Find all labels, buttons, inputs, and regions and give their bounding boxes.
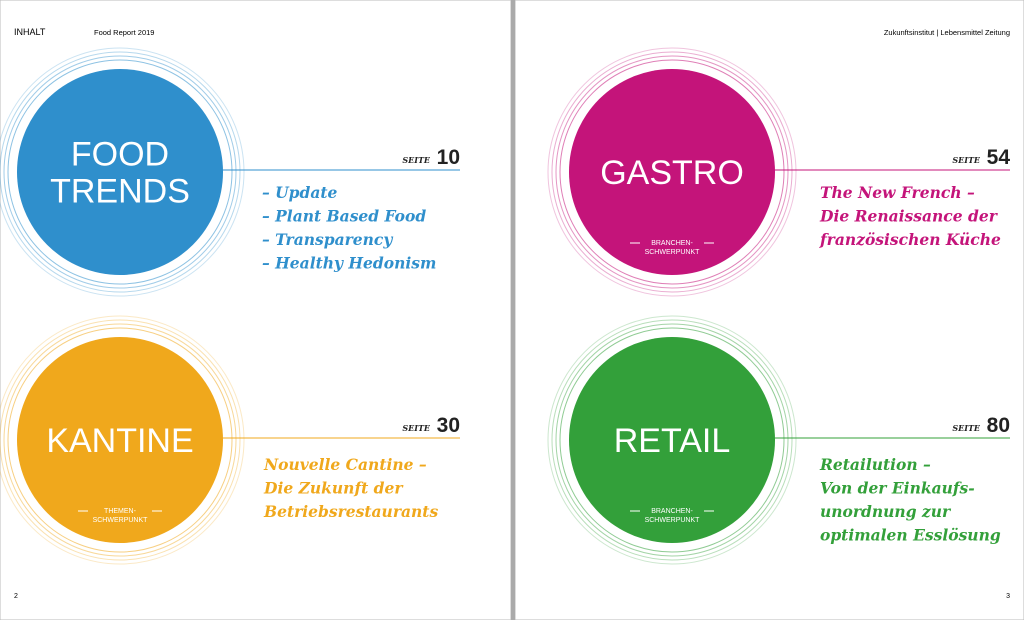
page-number: 3 bbox=[1006, 593, 1010, 600]
tag-line: BRANCHEN- bbox=[651, 508, 693, 515]
tag-line: SCHWERPUNKT bbox=[645, 517, 701, 524]
ring bbox=[0, 47, 245, 297]
header-label: INHALT bbox=[14, 27, 46, 37]
ring bbox=[551, 319, 793, 561]
ring bbox=[547, 315, 797, 565]
ring bbox=[551, 51, 793, 293]
section-title: KANTINE bbox=[46, 422, 193, 460]
header-title: Zukunftsinstitut | Lebensmittel Zeitung bbox=[884, 28, 1010, 37]
section-item: Retailution – bbox=[819, 455, 931, 474]
section-title: TRENDS bbox=[50, 173, 190, 211]
section-title: RETAIL bbox=[614, 422, 731, 460]
tag-line: BRANCHEN- bbox=[651, 240, 693, 247]
page-label: SEITE bbox=[952, 423, 981, 433]
ring bbox=[555, 55, 789, 289]
ring bbox=[3, 323, 237, 557]
section-item: – Update bbox=[262, 183, 338, 202]
ring bbox=[555, 323, 789, 557]
page-number: 2 bbox=[14, 593, 18, 600]
page-label: SEITE bbox=[402, 423, 431, 433]
ring bbox=[0, 51, 241, 293]
section-item: – Plant Based Food bbox=[262, 207, 426, 226]
ring bbox=[7, 327, 233, 553]
section-item: Nouvelle Cantine – bbox=[263, 455, 427, 474]
section-item: Die Renaissance der bbox=[819, 207, 999, 226]
page-reference: 30 bbox=[437, 414, 460, 437]
ring bbox=[0, 319, 241, 561]
section-item: optimalen Esslösung bbox=[820, 526, 1001, 545]
section-item: – Transparency bbox=[262, 230, 393, 249]
section-item: The New French – bbox=[820, 183, 975, 202]
ring bbox=[0, 315, 245, 565]
section-title: GASTRO bbox=[600, 154, 744, 192]
section-item: französischen Küche bbox=[819, 230, 1001, 249]
page-reference: 10 bbox=[437, 146, 460, 169]
ring bbox=[559, 327, 785, 553]
ring bbox=[7, 59, 233, 285]
tag-line: SCHWERPUNKT bbox=[93, 517, 149, 524]
section-circle bbox=[17, 337, 223, 543]
section-item: Betriebsrestaurants bbox=[263, 502, 438, 521]
section-title: FOOD bbox=[71, 136, 169, 174]
section-item: Von der Einkaufs- bbox=[820, 479, 975, 498]
section-item: unordnung zur bbox=[820, 502, 952, 521]
tag-line: SCHWERPUNKT bbox=[645, 249, 701, 256]
page-label: SEITE bbox=[402, 155, 431, 165]
tag-line: THEMEN- bbox=[104, 508, 137, 515]
ring bbox=[559, 59, 785, 285]
section-circle bbox=[569, 69, 775, 275]
section-circle bbox=[17, 69, 223, 275]
page-label: SEITE bbox=[952, 155, 981, 165]
section-item: Die Zukunft der bbox=[263, 479, 404, 498]
section-circle bbox=[569, 337, 775, 543]
page-reference: 54 bbox=[987, 146, 1011, 169]
ring bbox=[547, 47, 797, 297]
page-reference: 80 bbox=[987, 414, 1010, 437]
section-item: – Healthy Hedonism bbox=[262, 254, 436, 273]
ring bbox=[3, 55, 237, 289]
gutter bbox=[511, 0, 515, 620]
header-title: Food Report 2019 bbox=[94, 28, 154, 37]
